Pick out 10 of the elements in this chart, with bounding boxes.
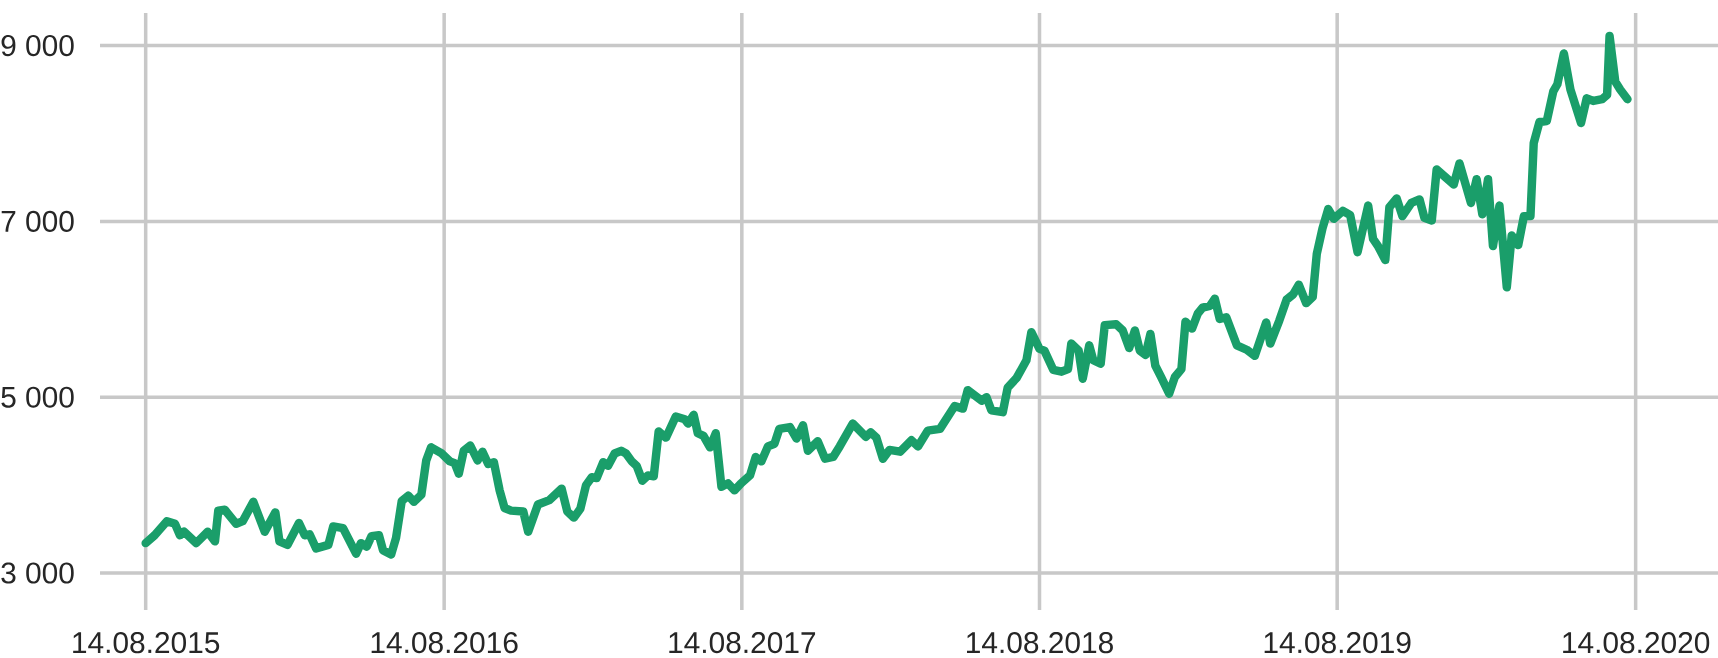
x-tick-label: 14.08.2016 <box>371 632 518 654</box>
x-tick-label: 14.08.2017 <box>669 632 816 654</box>
y-tick-label: 9 000 <box>1 35 74 57</box>
y-tick-label: 3 000 <box>1 562 74 584</box>
y-tick-label: 5 000 <box>1 386 74 408</box>
y-tick-label: 7 000 <box>1 210 74 232</box>
x-tick-label: 14.08.2015 <box>73 632 220 654</box>
x-tick-label: 14.08.2020 <box>1563 632 1710 654</box>
x-tick-label: 14.08.2019 <box>1264 632 1411 654</box>
x-tick-label: 14.08.2018 <box>967 632 1113 654</box>
